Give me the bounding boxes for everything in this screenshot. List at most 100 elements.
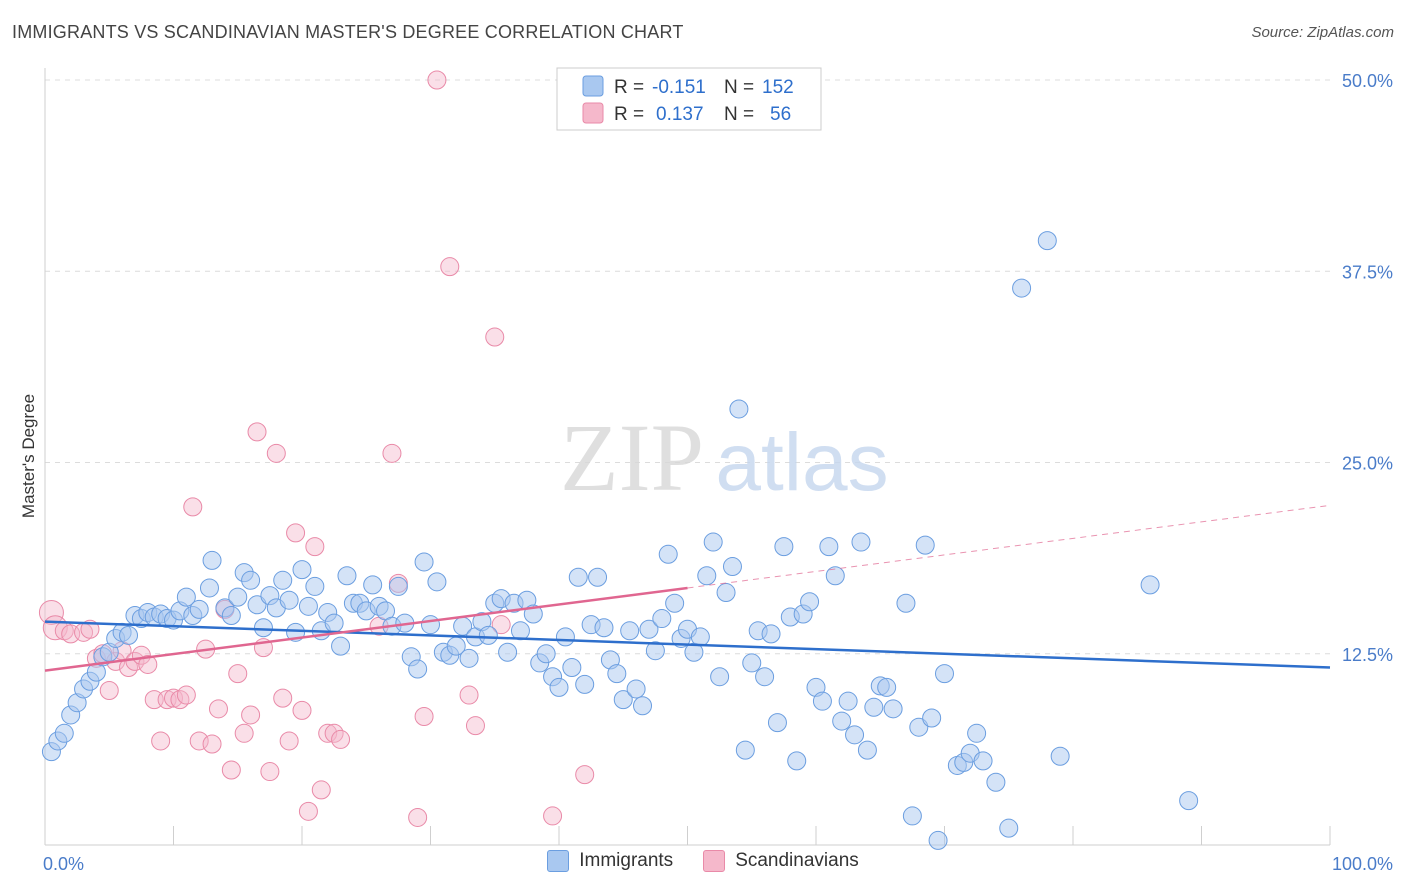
immigrants-point bbox=[421, 615, 440, 635]
immigrants-point bbox=[973, 751, 993, 771]
immigrants-point bbox=[613, 690, 633, 710]
scandinavians-point bbox=[38, 599, 64, 625]
immigrants-point bbox=[568, 567, 588, 587]
scandinavians-point bbox=[164, 688, 183, 708]
scandinavians-point bbox=[151, 731, 171, 751]
immigrants-point bbox=[427, 572, 447, 592]
scandinavians-trend-line bbox=[44, 586, 688, 672]
immigrants-point bbox=[1012, 278, 1032, 298]
legend-swatch-immigrants bbox=[582, 75, 604, 97]
scandinavians-points bbox=[38, 70, 595, 827]
immigrants-point bbox=[902, 806, 922, 826]
scandinavians-point bbox=[183, 497, 203, 517]
immigrants-point bbox=[825, 566, 845, 586]
immigrants-point bbox=[273, 570, 293, 590]
immigrants-point bbox=[665, 593, 685, 613]
immigrants-point bbox=[716, 583, 736, 603]
immigrants-point bbox=[498, 642, 518, 662]
immigrants-point bbox=[787, 751, 807, 771]
immigrants-point bbox=[1140, 575, 1160, 595]
immigrants-point bbox=[832, 711, 852, 731]
scandinavians-point bbox=[491, 615, 511, 635]
scandinavians-point bbox=[241, 705, 261, 725]
immigrants-point bbox=[292, 560, 312, 580]
immigrants-point bbox=[986, 772, 1006, 792]
immigrants-point bbox=[774, 537, 794, 557]
scandinavians-point bbox=[465, 716, 485, 736]
legend-r-label-0: R = bbox=[614, 77, 644, 98]
x-tick-label-1: 100.0% bbox=[1332, 854, 1393, 874]
immigrants-point bbox=[652, 609, 672, 629]
immigrants-point bbox=[812, 691, 832, 711]
legend-swatch-scandinavians bbox=[582, 102, 604, 124]
immigrants-point bbox=[761, 624, 781, 644]
scandinavians-point bbox=[228, 664, 248, 684]
immigrants-point bbox=[555, 627, 575, 647]
scandinavians-point bbox=[208, 699, 228, 719]
scandinavians-point bbox=[298, 801, 318, 821]
y-tick-label-1: 25.0% bbox=[1342, 454, 1393, 474]
scandinavians-point bbox=[234, 723, 254, 743]
scandinavians-point bbox=[273, 688, 293, 708]
scandinavians-swatch bbox=[703, 850, 726, 872]
immigrants-point bbox=[324, 613, 344, 633]
immigrants-point bbox=[337, 566, 357, 586]
immigrants-point bbox=[478, 625, 498, 645]
immigrants-points bbox=[41, 231, 1199, 850]
scandinavians-point bbox=[80, 619, 100, 639]
y-tick-label-2: 37.5% bbox=[1342, 262, 1393, 282]
immigrants-point bbox=[247, 595, 267, 615]
immigrants-point bbox=[199, 578, 219, 598]
immigrants-point bbox=[408, 659, 428, 679]
legend-n-value-0: 152 bbox=[762, 77, 794, 98]
immigrants-point bbox=[253, 618, 273, 638]
immigrants-point bbox=[710, 667, 730, 687]
immigrants-point bbox=[922, 708, 942, 728]
scandinavians-point bbox=[260, 762, 280, 782]
immigrants-point bbox=[54, 723, 74, 743]
immigrants-point bbox=[626, 679, 646, 699]
immigrants-point bbox=[459, 648, 479, 668]
scandinavians-point bbox=[427, 70, 447, 90]
watermark-atlas: atlas bbox=[715, 417, 888, 508]
scandinavians-point bbox=[138, 654, 158, 674]
legend-item-immigrants: Immigrants bbox=[547, 850, 673, 872]
scandinavians-point bbox=[575, 765, 595, 785]
watermark: ZIP atlas bbox=[560, 404, 889, 511]
scandinavians-point bbox=[286, 523, 306, 543]
immigrants-point bbox=[510, 621, 530, 641]
immigrants-point bbox=[735, 740, 755, 760]
scandinavians-point bbox=[414, 706, 434, 726]
scandinavians-point bbox=[408, 807, 428, 827]
immigrants-point bbox=[755, 667, 775, 687]
immigrants-point bbox=[331, 636, 351, 656]
scandinavians-point bbox=[292, 700, 312, 720]
scandinavians-point bbox=[331, 729, 351, 749]
scandinavians-point bbox=[279, 731, 299, 751]
immigrants-point bbox=[819, 537, 839, 557]
immigrants-point bbox=[305, 576, 325, 596]
immigrants-point bbox=[864, 697, 884, 717]
immigrants-point bbox=[633, 696, 653, 716]
immigrants-point bbox=[877, 677, 897, 697]
immigrants-point bbox=[241, 570, 261, 590]
legend-n-label-0: N = bbox=[724, 77, 754, 98]
immigrants-point bbox=[883, 699, 903, 719]
bottom-legend: Immigrants Scandinavians bbox=[0, 850, 1406, 872]
immigrants-point bbox=[1179, 791, 1199, 811]
immigrants-point bbox=[119, 625, 139, 645]
y-tick-label-3: 50.0% bbox=[1342, 71, 1393, 91]
legend-r-label-1: R = bbox=[614, 104, 644, 125]
immigrants-point bbox=[189, 599, 209, 619]
scandinavians-point bbox=[99, 680, 119, 700]
scandinavians-point bbox=[202, 734, 222, 754]
scandinavians-point bbox=[266, 443, 286, 463]
scandinavians-point bbox=[543, 806, 563, 826]
legend-n-label-1: N = bbox=[724, 104, 754, 125]
immigrants-point bbox=[388, 576, 408, 596]
legend-item-scandinavians: Scandinavians bbox=[703, 850, 859, 872]
legend-label-immigrants: Immigrants bbox=[579, 850, 674, 871]
immigrants-point bbox=[298, 596, 318, 616]
scandinavians-point bbox=[485, 327, 505, 347]
